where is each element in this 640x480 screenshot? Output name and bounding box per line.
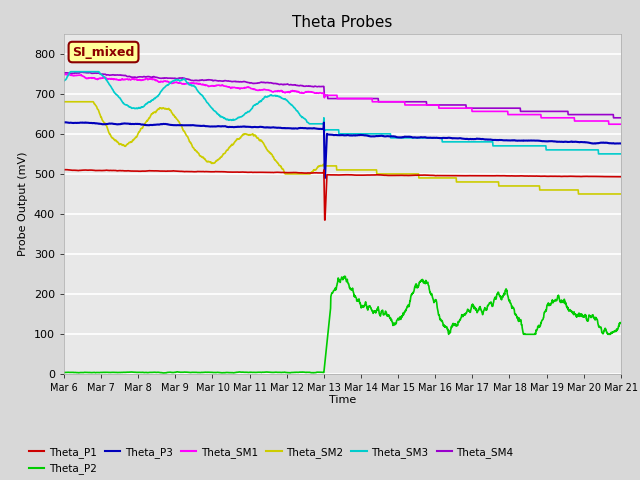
Theta_SM1 bbox=[331, 93, 339, 98]
Theta_SM2 bbox=[331, 163, 339, 169]
Theta_SM3 bbox=[595, 151, 602, 157]
Theta_SM1 bbox=[89, 75, 97, 81]
Theta_SM4 bbox=[601, 112, 609, 118]
Theta_SM1 bbox=[617, 121, 625, 127]
Theta_SM4 bbox=[617, 115, 625, 120]
Theta_SM4 bbox=[78, 69, 86, 75]
Theta_P3 bbox=[617, 141, 625, 146]
Theta_SM2 bbox=[60, 99, 68, 105]
Theta_SM3 bbox=[67, 69, 74, 74]
Theta_SM1 bbox=[601, 118, 609, 124]
Theta_P3 bbox=[316, 126, 324, 132]
Theta_P1 bbox=[332, 172, 339, 178]
Theta_P3 bbox=[601, 140, 609, 146]
Theta_P3 bbox=[89, 120, 97, 126]
Theta_SM1 bbox=[605, 121, 612, 127]
Line: Theta_P1: Theta_P1 bbox=[64, 169, 621, 220]
Theta_SM3 bbox=[316, 121, 324, 127]
Line: Theta_P3: Theta_P3 bbox=[64, 122, 621, 178]
Theta_SM3 bbox=[60, 78, 68, 84]
Theta_P2 bbox=[331, 287, 339, 293]
Theta_SM2 bbox=[575, 191, 582, 197]
Y-axis label: Probe Output (mV): Probe Output (mV) bbox=[19, 152, 28, 256]
Theta_P1 bbox=[61, 167, 68, 172]
Theta_P1 bbox=[601, 174, 609, 180]
Theta_P3 bbox=[332, 132, 339, 138]
Line: Theta_P2: Theta_P2 bbox=[64, 276, 621, 373]
Theta_P2 bbox=[340, 274, 348, 279]
Theta_P3 bbox=[499, 137, 507, 143]
Line: Theta_SM1: Theta_SM1 bbox=[64, 74, 621, 124]
Theta_SM2 bbox=[499, 183, 506, 189]
Line: Theta_SM3: Theta_SM3 bbox=[64, 72, 621, 154]
Theta_P3 bbox=[60, 120, 68, 125]
Theta_SM2 bbox=[88, 99, 96, 105]
Theta_SM1 bbox=[316, 90, 324, 96]
Theta_SM4 bbox=[601, 112, 609, 118]
Theta_P3 bbox=[602, 140, 609, 146]
Theta_SM3 bbox=[89, 69, 97, 74]
Theta_P1 bbox=[321, 217, 328, 223]
Theta_SM3 bbox=[617, 151, 625, 157]
Theta_P3 bbox=[321, 175, 328, 181]
Theta_SM2 bbox=[601, 191, 609, 197]
Title: Theta Probes: Theta Probes bbox=[292, 15, 392, 30]
Theta_SM3 bbox=[601, 151, 609, 157]
Theta_SM2 bbox=[617, 191, 625, 197]
Theta_P2 bbox=[159, 370, 167, 376]
Theta_SM1 bbox=[601, 118, 609, 124]
Theta_P1 bbox=[499, 173, 507, 179]
X-axis label: Time: Time bbox=[329, 395, 356, 405]
Theta_P1 bbox=[602, 174, 609, 180]
Theta_SM3 bbox=[331, 127, 339, 132]
Theta_SM4 bbox=[331, 96, 339, 101]
Theta_P2 bbox=[88, 370, 96, 375]
Theta_SM4 bbox=[89, 71, 97, 76]
Line: Theta_SM2: Theta_SM2 bbox=[64, 102, 621, 194]
Line: Theta_SM4: Theta_SM4 bbox=[64, 72, 621, 118]
Theta_SM4 bbox=[60, 70, 68, 76]
Theta_P3 bbox=[61, 120, 69, 125]
Theta_P1 bbox=[617, 174, 625, 180]
Text: SI_mixed: SI_mixed bbox=[72, 46, 135, 59]
Theta_P2 bbox=[602, 325, 609, 331]
Theta_SM1 bbox=[499, 108, 506, 114]
Theta_SM1 bbox=[60, 72, 68, 77]
Theta_SM4 bbox=[610, 115, 618, 120]
Theta_P2 bbox=[617, 320, 625, 326]
Theta_P2 bbox=[316, 369, 324, 375]
Theta_P2 bbox=[601, 326, 609, 332]
Theta_SM4 bbox=[499, 105, 506, 111]
Theta_P1 bbox=[89, 168, 97, 173]
Theta_SM3 bbox=[602, 151, 609, 157]
Theta_P1 bbox=[60, 167, 68, 173]
Theta_SM3 bbox=[499, 143, 506, 149]
Theta_P1 bbox=[316, 170, 324, 176]
Theta_SM2 bbox=[601, 191, 609, 197]
Theta_P2 bbox=[60, 370, 68, 375]
Theta_P2 bbox=[499, 293, 507, 299]
Legend: Theta_P1, Theta_P2, Theta_P3, Theta_SM1, Theta_SM2, Theta_SM3, Theta_SM4: Theta_P1, Theta_P2, Theta_P3, Theta_SM1,… bbox=[25, 443, 518, 478]
Theta_SM1 bbox=[65, 72, 72, 77]
Theta_SM2 bbox=[316, 163, 324, 169]
Theta_SM4 bbox=[316, 84, 324, 89]
